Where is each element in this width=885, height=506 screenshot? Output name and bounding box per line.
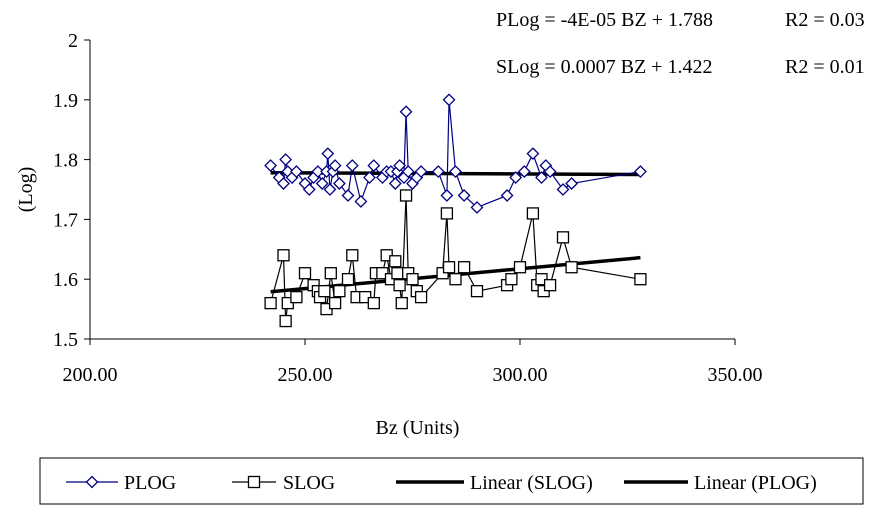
plog-point-21 [363,171,376,184]
legend-marker-1 [247,475,261,489]
slog-point-48 [634,273,647,286]
slog-point-11 [324,267,337,280]
plot-area [264,93,647,328]
slog-point-45 [543,279,557,292]
legend: PLOG SLOG Linear (SLOG) Linear (PLOG) [39,457,864,505]
plog-point-19 [345,159,359,172]
x-tick-label-0: 200.00 [63,364,118,386]
slog-point-14 [341,273,355,286]
regression-equation-0: PLog = -4E-05 BZ + 1.788 [496,9,713,31]
slog-point-35 [449,273,462,286]
slog-point-46 [556,231,570,244]
slog-point-0 [264,296,277,310]
plog-point-39 [457,189,471,202]
legend-marker-0 [85,475,99,489]
plog-point-28 [393,159,407,172]
y-tick-label-4: 1.9 [53,90,78,112]
legend-box [39,457,864,505]
slog-point-34 [442,261,456,274]
legend-label-3: Linear (PLOG) [694,472,817,494]
plog-point-44 [526,147,540,161]
slog-point-9 [318,285,331,298]
slog-point-37 [470,285,484,298]
plog-point-2 [277,177,290,190]
plog-point-41 [500,189,514,202]
plog-point-20 [354,195,368,208]
plog-point-40 [470,201,484,214]
y-tick-label-1: 1.6 [53,269,78,291]
slog-point-24 [391,267,404,280]
plog-point-11 [315,177,329,190]
slog-point-23 [389,255,402,268]
slog-point-33 [440,207,454,220]
slog-point-25 [393,279,406,292]
plog-point-10 [311,165,325,178]
slog-point-29 [406,273,419,286]
slog-point-2 [279,314,292,328]
slog-point-40 [513,261,527,274]
r2-value-0: R2 = 0.03 [785,9,865,31]
plog-point-45 [535,171,548,184]
plog-point-36 [440,189,454,202]
plog-point-31 [401,165,415,178]
plog-point-14 [323,183,337,196]
slog-point-12 [328,296,342,310]
plog-point-48 [556,183,570,196]
legend-label-1: SLOG [283,472,335,494]
plog-point-38 [449,165,462,178]
slog-point-27 [399,189,413,202]
slog-point-5 [298,267,312,280]
y-tick-label-0: 1.5 [53,329,78,351]
x-tick-label-2: 300.00 [493,364,548,386]
slog-point-4 [290,290,303,304]
plog-point-18 [341,189,355,202]
x-axis-title: Bz (Units) [376,417,460,439]
legend-label-0: PLOG [124,472,176,494]
regression-equation-1: SLog = 0.0007 BZ + 1.422 [496,56,712,78]
plog-point-6 [289,165,303,178]
slog-point-36 [457,261,471,274]
plog-point-16 [328,159,342,172]
plog-point-3 [279,153,293,167]
plog-point-47 [543,165,557,178]
plog-point-0 [264,159,278,172]
plog-point-43 [517,165,531,178]
annotations: PLog = -4E-05 BZ + 1.788 R2 = 0.03 SLog = … [496,9,865,78]
slog-point-1 [277,249,290,262]
y-tick-label-5: 2 [68,30,78,52]
x-tick-label-3: 350.00 [708,364,763,386]
plog-point-42 [509,171,523,184]
plog-point-37 [442,93,456,107]
plog-point-50 [633,165,647,178]
slog-point-47 [565,261,578,274]
legend-label-2: Linear (SLOG) [470,472,593,494]
x-tick-label-1: 250.00 [278,364,333,386]
slog-point-13 [333,285,346,298]
r2-value-1: R2 = 0.01 [785,56,865,78]
y-axis-title: (Log) [15,167,37,213]
plog-point-22 [367,159,381,172]
plog-point-34 [414,165,428,178]
slog-point-18 [367,296,380,310]
plog-point-35 [431,165,445,178]
plog-point-8 [302,183,316,196]
slog-point-39 [505,273,518,286]
axes: 1.5 1.6 1.7 1.8 1.9 2 200.00 250.00 300.00 350.00 [53,30,763,386]
plog-point-13 [321,147,335,161]
y-tick-label-2: 1.7 [53,209,78,231]
plog-point-26 [388,177,402,190]
slog-point-31 [414,290,428,304]
plog-point-30 [399,105,413,119]
slog-point-15 [346,249,359,262]
y-tick-label-3: 1.8 [53,150,78,172]
plog-point-49 [565,177,579,190]
slog-point-41 [526,207,540,220]
plog-point-17 [332,177,346,190]
slog-point-26 [395,296,408,310]
